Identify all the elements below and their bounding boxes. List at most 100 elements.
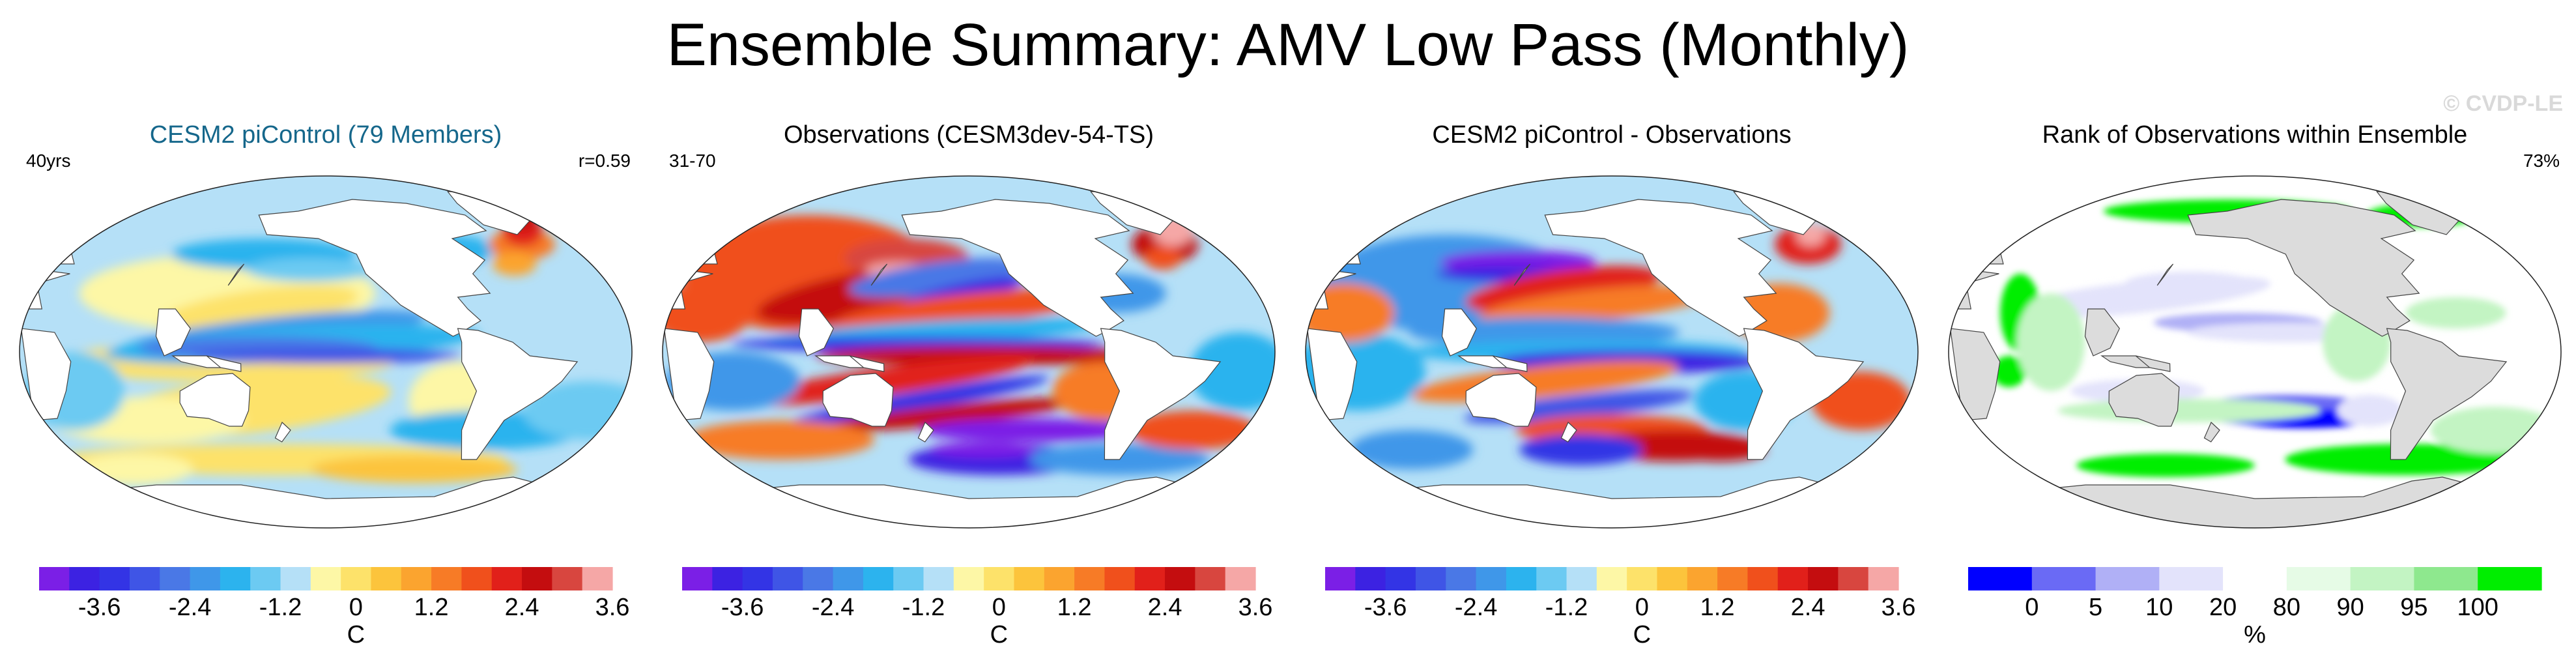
colorbar-swatch bbox=[923, 567, 954, 590]
colorbar-swatch bbox=[461, 567, 493, 590]
anomaly-region bbox=[1144, 246, 1182, 270]
anomaly-region bbox=[2057, 399, 2321, 422]
colorbar-swatch bbox=[522, 567, 552, 590]
land-samerica bbox=[1743, 328, 1865, 460]
colorbar-swatch bbox=[803, 567, 834, 590]
map-cesm bbox=[19, 175, 633, 529]
colorbar-swatch bbox=[1687, 567, 1718, 590]
panel-title: CESM2 piControl (79 Members) bbox=[149, 121, 502, 149]
land-nz bbox=[274, 421, 291, 443]
panel-right-label: 73% bbox=[2523, 151, 2560, 171]
colorbar-tick-label: 20 bbox=[2209, 594, 2237, 621]
colorbar-swatch bbox=[1717, 567, 1749, 590]
colorbar-swatch bbox=[1134, 567, 1166, 590]
colorbar-swatch bbox=[682, 567, 713, 590]
anomaly-region bbox=[190, 348, 462, 364]
land-seasia bbox=[798, 308, 834, 357]
anomaly-region bbox=[2076, 454, 2255, 477]
colorbar-swatch bbox=[160, 567, 191, 590]
colorbar-swatch bbox=[1385, 567, 1416, 590]
anomaly-region bbox=[1189, 332, 1275, 411]
colorbar-tick-label: -3.6 bbox=[78, 594, 121, 621]
anomaly-region bbox=[2430, 407, 2559, 454]
anomaly-region bbox=[836, 287, 1102, 330]
colorbar-swatch bbox=[2414, 567, 2478, 590]
anomaly-region bbox=[1479, 285, 1711, 325]
colorbar-swatch bbox=[69, 567, 100, 590]
colorbar-swatch bbox=[341, 567, 372, 590]
colorbar-tick-label: 1.2 bbox=[414, 594, 449, 621]
colorbar-tick-label: -1.2 bbox=[259, 594, 302, 621]
land-japan bbox=[1513, 263, 1531, 286]
anomaly-region bbox=[1465, 265, 1660, 313]
colorbar-swatch bbox=[2286, 567, 2351, 590]
colorbar-swatch bbox=[1044, 567, 1075, 590]
colorbar-swatch bbox=[953, 567, 984, 590]
land-asiaE bbox=[1971, 229, 2004, 265]
colorbar-swatch bbox=[2159, 567, 2224, 590]
colorbar-tick-label: -2.4 bbox=[812, 594, 854, 621]
colorbar-swatch bbox=[371, 567, 402, 590]
colorbar-swatch bbox=[1476, 567, 1507, 590]
colorbar-tick-label: 0 bbox=[992, 594, 1006, 621]
figure-title: Ensemble Summary: AMV Low Pass (Monthly) bbox=[666, 12, 1910, 78]
land-samerica bbox=[457, 328, 579, 460]
colorbar-swatch bbox=[2478, 567, 2542, 590]
colorbar-swatch bbox=[1968, 567, 2033, 590]
land-australia bbox=[1465, 373, 1537, 427]
colorbar-tick-label: 2.4 bbox=[505, 594, 539, 621]
colorbar-tick-label: 3.6 bbox=[1238, 594, 1273, 621]
anomaly-region bbox=[822, 398, 1083, 431]
colorbar-swatch bbox=[1225, 567, 1256, 590]
colorbar: -3.6 -2.4 -1.2 0 1.2 2.4 3.6 C bbox=[1325, 567, 1915, 648]
land-namerica bbox=[901, 199, 1134, 337]
anomaly-region bbox=[2016, 293, 2085, 391]
panel-title: CESM2 piControl - Observations bbox=[1432, 121, 1792, 149]
colorbar-swatch bbox=[2350, 567, 2415, 590]
anomaly-region bbox=[1128, 411, 1257, 450]
colorbar-swatch bbox=[280, 567, 311, 590]
colorbar-unit: C bbox=[990, 621, 1008, 648]
anomaly-region bbox=[1349, 430, 1474, 469]
colorbar-swatch bbox=[712, 567, 743, 590]
colorbar-swatch bbox=[1777, 567, 1809, 590]
map-diff bbox=[1305, 175, 1919, 529]
anomaly-region bbox=[849, 257, 1025, 298]
colorbar-swatch bbox=[129, 567, 160, 590]
anomaly-region bbox=[1519, 434, 1643, 465]
panel-rank: Rank of Observations within Ensemble 73%… bbox=[1942, 117, 2568, 665]
anomaly-region bbox=[75, 454, 193, 485]
colorbar-tick-label: 5 bbox=[2089, 594, 2102, 621]
colorbar: -3.6 -2.4 -1.2 0 1.2 2.4 3.6 C bbox=[39, 567, 630, 648]
colorbar-tick-label: 90 bbox=[2337, 594, 2364, 621]
colorbar-swatch bbox=[220, 567, 251, 590]
colorbar-swatch bbox=[1415, 567, 1446, 590]
colorbar-swatch bbox=[2031, 567, 2097, 590]
land-newguinea bbox=[1492, 355, 1528, 372]
colorbar-swatch bbox=[1074, 567, 1106, 590]
colorbar-unit: C bbox=[1633, 621, 1651, 648]
panel-left-label: 31-70 bbox=[669, 151, 716, 171]
land-asiaE bbox=[1328, 229, 1361, 265]
anomaly-region bbox=[160, 285, 358, 333]
colorbar-tick-label: -2.4 bbox=[169, 594, 211, 621]
colorbar-swatch bbox=[833, 567, 864, 590]
land-namerica bbox=[258, 199, 491, 337]
panel-title: Rank of Observations within Ensemble bbox=[2042, 121, 2468, 149]
colorbar-swatch bbox=[1838, 567, 1869, 590]
colorbar-tick-label: 95 bbox=[2400, 594, 2427, 621]
colorbar-swatch bbox=[1446, 567, 1477, 590]
colorbar-tick-label: 10 bbox=[2145, 594, 2173, 621]
anomaly-region bbox=[1992, 356, 2026, 387]
panel-cesm: CESM2 piControl (79 Members) 40yrs r=0.5… bbox=[13, 117, 638, 665]
anomaly-region bbox=[246, 258, 374, 282]
colorbar-swatch bbox=[190, 567, 221, 590]
anomaly-region bbox=[921, 418, 1145, 442]
colorbar-tick-label: 3.6 bbox=[595, 594, 630, 621]
land-asiaE bbox=[685, 229, 718, 265]
map-border bbox=[1948, 175, 2562, 529]
colorbar-tick-label: -1.2 bbox=[902, 594, 945, 621]
map-border bbox=[19, 175, 633, 529]
colorbar-swatch bbox=[1195, 567, 1226, 590]
land-japan bbox=[2156, 263, 2174, 286]
